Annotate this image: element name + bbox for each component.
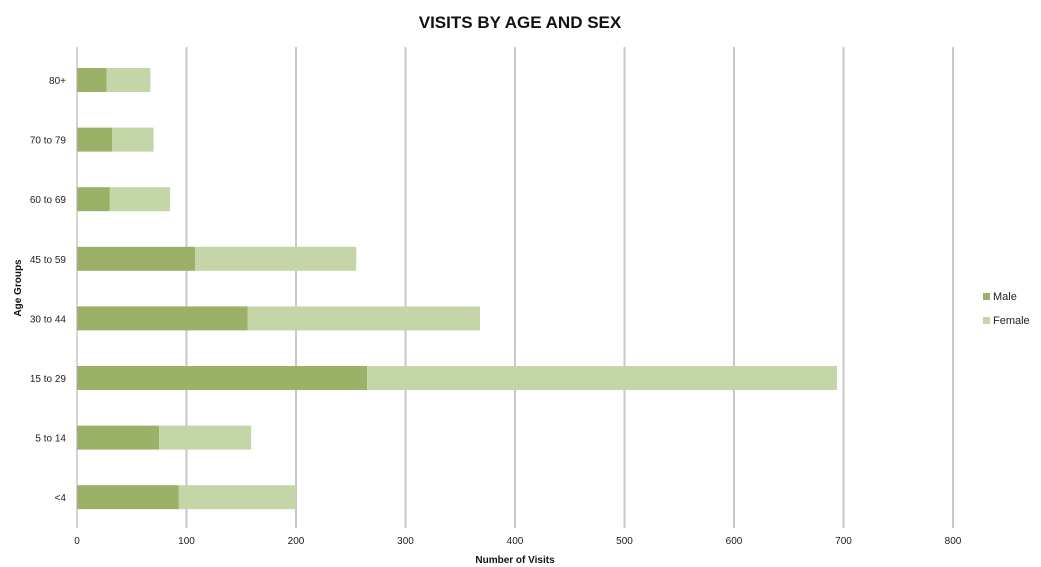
bar-female-1 (159, 425, 252, 450)
x-tick-label: 700 (835, 536, 852, 547)
y-tick-label: <4 (55, 493, 67, 504)
bar-male-6 (77, 127, 113, 152)
legend-label-male: Male (993, 291, 1017, 303)
bar-male-0 (77, 485, 179, 510)
x-tick-label: 0 (74, 536, 80, 547)
bars (77, 68, 837, 510)
bar-male-1 (77, 425, 160, 450)
y-tick-label: 60 to 69 (30, 195, 67, 206)
bar-male-5 (77, 187, 110, 212)
x-tick-label: 600 (726, 536, 743, 547)
y-tick-label: 80+ (49, 76, 66, 87)
y-tick-label: 45 to 59 (30, 255, 67, 266)
legend-swatch-male (983, 293, 990, 300)
bar-female-0 (178, 485, 296, 510)
bar-female-7 (106, 68, 151, 92)
y-tick-label: 15 to 29 (30, 374, 67, 385)
bar-female-2 (367, 366, 837, 390)
bar-male-2 (77, 366, 368, 390)
y-tick-label: 30 to 44 (30, 314, 67, 325)
bar-male-7 (77, 68, 107, 92)
x-tick-label: 300 (397, 536, 414, 547)
x-tick-label: 400 (507, 536, 524, 547)
y-tick-label: 5 to 14 (35, 434, 66, 445)
x-tick-label: 800 (945, 536, 962, 547)
x-tick-label: 500 (616, 536, 633, 547)
bar-female-4 (195, 246, 357, 271)
bar-female-3 (247, 306, 480, 331)
x-axis-title: Number of Visits (475, 555, 555, 566)
chart-title: VISITS BY AGE AND SEX (419, 13, 622, 32)
y-tick-labels: <4 5 to 14 15 to 29 30 to 44 45 to 59 60 to 6… (30, 76, 67, 504)
bar-female-5 (109, 187, 171, 212)
x-tick-label: 100 (178, 536, 195, 547)
bar-male-4 (77, 246, 196, 271)
x-tick-label: 200 (288, 536, 305, 547)
y-axis-title: Age Groups (13, 259, 24, 317)
legend-swatch-female (983, 317, 990, 324)
x-tick-labels: 0 100 200 300 400 500 600 700 800 (74, 536, 962, 547)
legend-label-female: Female (993, 315, 1030, 327)
y-tick-label: 70 to 79 (30, 136, 67, 147)
bar-male-3 (77, 306, 248, 331)
gridlines (185, 47, 954, 528)
legend: Male Female (983, 291, 1030, 327)
bar-female-6 (112, 127, 154, 152)
